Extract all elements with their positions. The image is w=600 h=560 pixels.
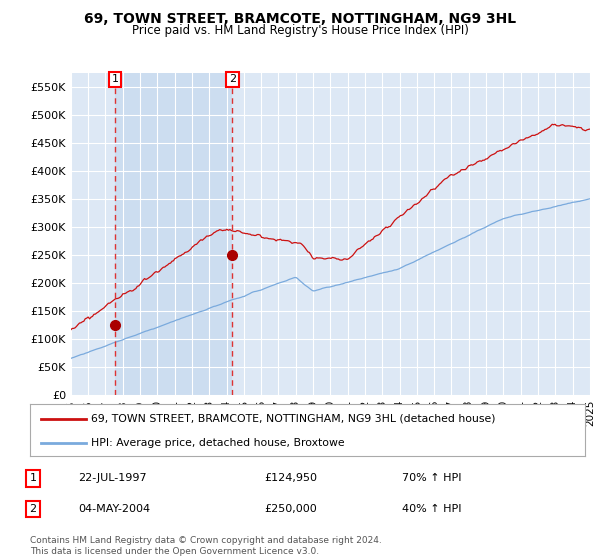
Text: 22-JUL-1997: 22-JUL-1997 xyxy=(78,473,146,483)
Text: 69, TOWN STREET, BRAMCOTE, NOTTINGHAM, NG9 3HL (detached house): 69, TOWN STREET, BRAMCOTE, NOTTINGHAM, N… xyxy=(91,414,496,424)
Text: Contains HM Land Registry data © Crown copyright and database right 2024.
This d: Contains HM Land Registry data © Crown c… xyxy=(30,536,382,556)
Text: 1: 1 xyxy=(29,473,37,483)
Text: 70% ↑ HPI: 70% ↑ HPI xyxy=(402,473,461,483)
Text: 04-MAY-2004: 04-MAY-2004 xyxy=(78,504,150,514)
Text: 1: 1 xyxy=(112,74,118,85)
Text: 2: 2 xyxy=(29,504,37,514)
Bar xyxy=(115,73,232,395)
Text: Price paid vs. HM Land Registry's House Price Index (HPI): Price paid vs. HM Land Registry's House … xyxy=(131,24,469,37)
Text: £250,000: £250,000 xyxy=(264,504,317,514)
Text: HPI: Average price, detached house, Broxtowe: HPI: Average price, detached house, Brox… xyxy=(91,438,344,448)
Text: 2: 2 xyxy=(229,74,236,85)
Text: £124,950: £124,950 xyxy=(264,473,317,483)
Text: 69, TOWN STREET, BRAMCOTE, NOTTINGHAM, NG9 3HL: 69, TOWN STREET, BRAMCOTE, NOTTINGHAM, N… xyxy=(84,12,516,26)
Text: 40% ↑ HPI: 40% ↑ HPI xyxy=(402,504,461,514)
